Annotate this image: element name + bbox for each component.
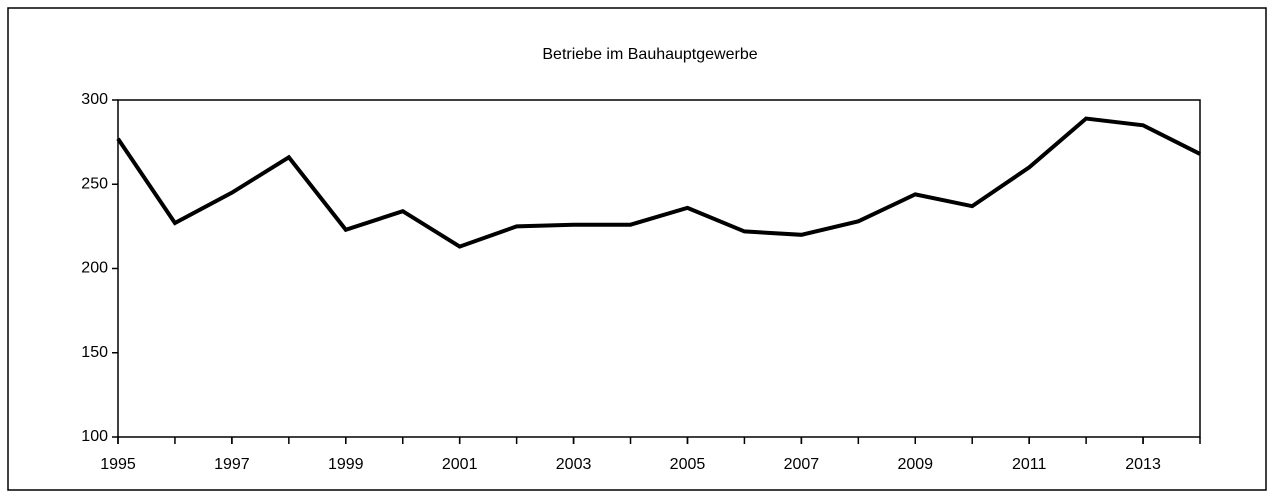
line-series — [116, 116, 1201, 249]
x-tick-label: 1995 — [100, 456, 136, 473]
x-tick-label: 2007 — [784, 456, 820, 473]
x-tick-label: 2013 — [1125, 456, 1161, 473]
y-tick-label: 200 — [81, 260, 108, 277]
x-tick-label: 1997 — [214, 456, 250, 473]
y-tick-label: 300 — [81, 91, 108, 108]
chart-title: Betriebe im Bauhauptgewerbe — [542, 46, 757, 63]
x-tick-label: 2001 — [442, 456, 478, 473]
x-tick-label: 2011 — [1012, 456, 1047, 473]
y-tick-label: 250 — [81, 175, 108, 192]
y-tick-label: 100 — [81, 428, 108, 445]
x-tick-label: 2003 — [556, 456, 592, 473]
chart-border — [7, 7, 1267, 491]
x-tick-label: 2009 — [897, 456, 933, 473]
x-tick-label: 2005 — [670, 456, 706, 473]
x-tick-label: 1999 — [328, 456, 364, 473]
y-tick-label: 150 — [81, 344, 108, 361]
